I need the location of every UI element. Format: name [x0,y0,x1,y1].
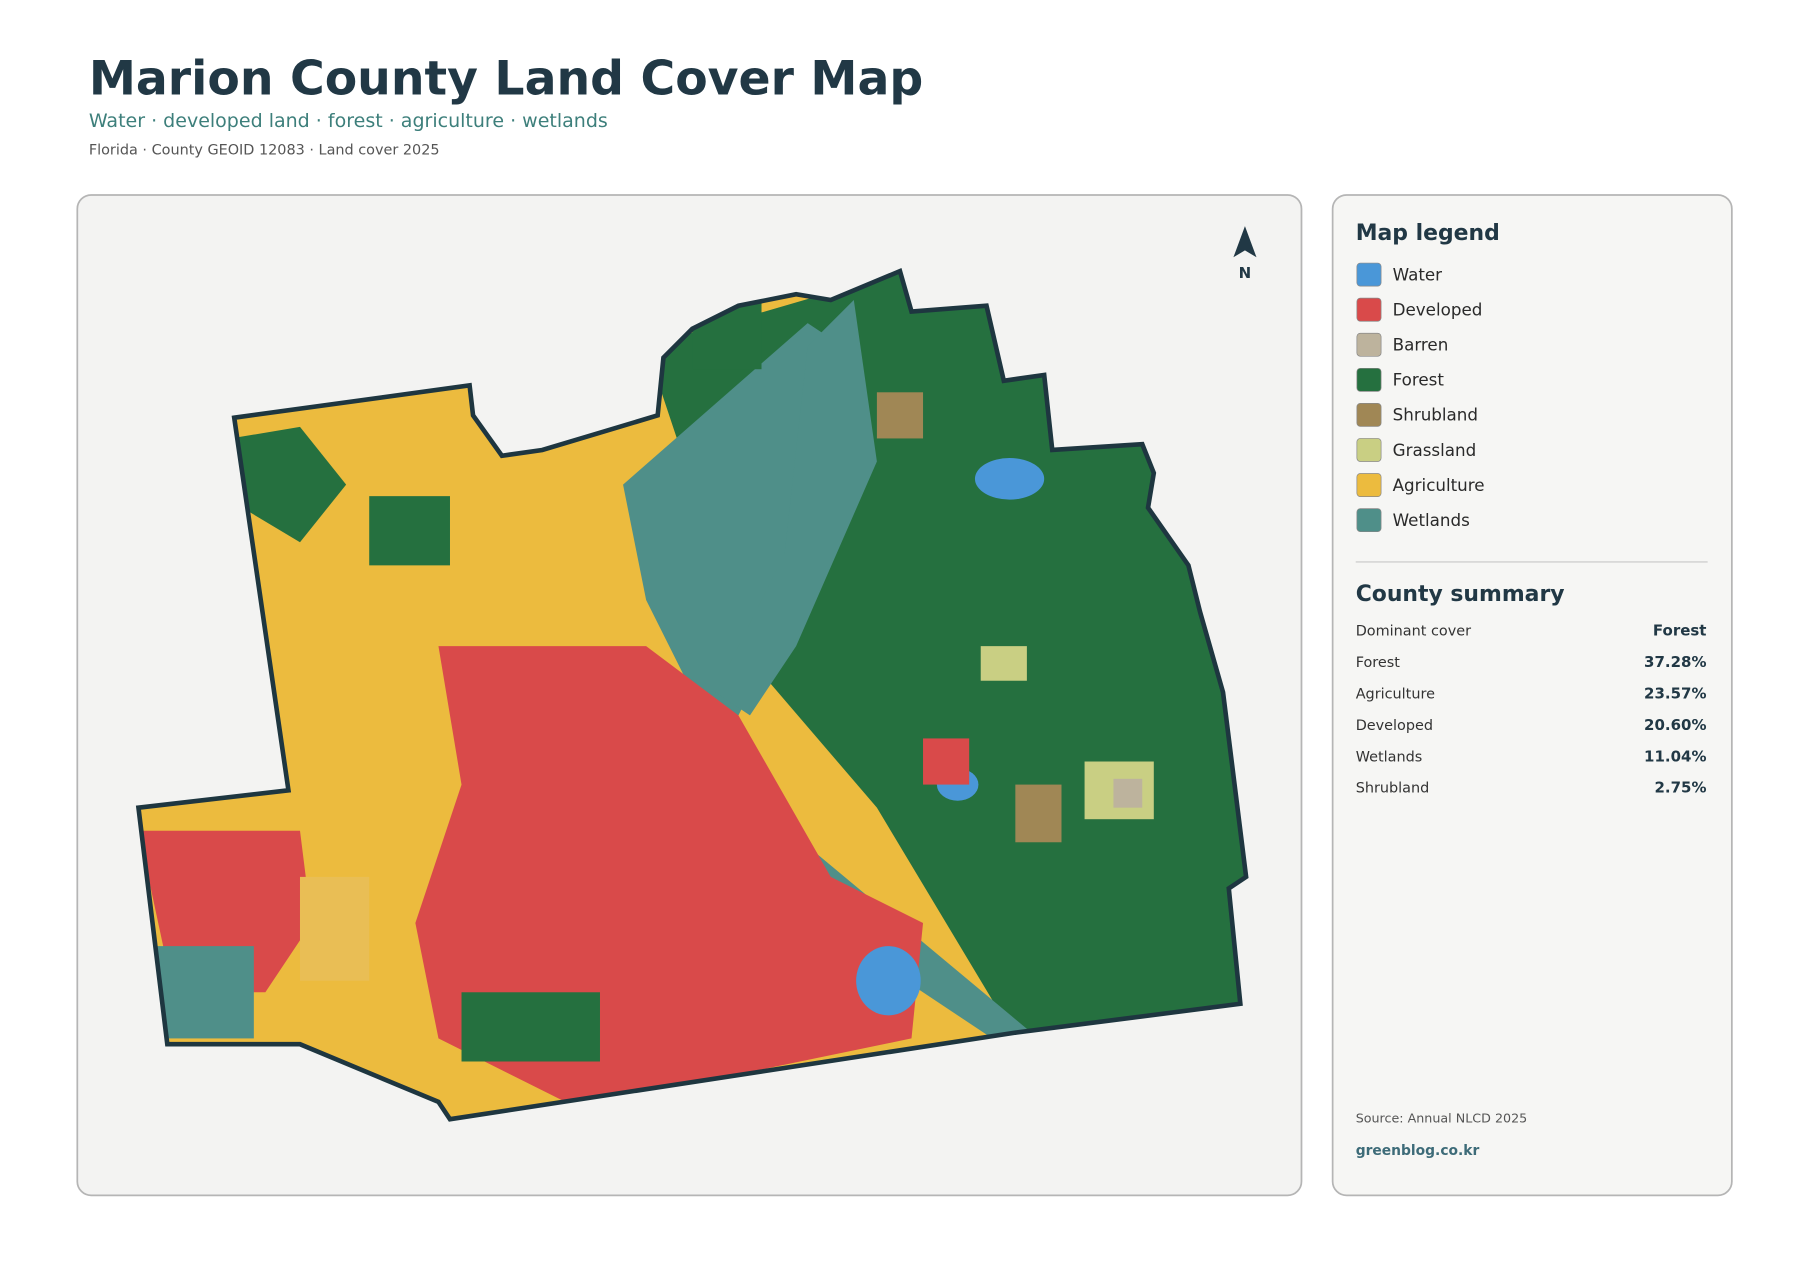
legend-label: Agriculture [1393,475,1485,495]
legend-label: Barren [1393,335,1449,355]
summary-value: 2.75% [1654,779,1706,797]
summary-label: Agriculture [1356,687,1435,703]
legend-label: Forest [1393,370,1445,390]
legend-title: Map legend [1356,221,1500,246]
summary-value: 11.04% [1644,747,1706,765]
summary-value: Forest [1653,622,1707,640]
summary-label: Dominant cover [1356,624,1471,640]
title: Marion County Land Cover Map [89,52,923,107]
summary-value: 23.57% [1644,685,1706,703]
summary-label: Shrubland [1356,781,1430,797]
summary-label: Wetlands [1356,749,1423,765]
legend-swatch [1356,297,1382,322]
summary-value: 37.28% [1644,653,1706,671]
legend-swatch [1356,508,1382,533]
north-arrow [1233,226,1257,258]
summary-value: 20.60% [1644,716,1706,734]
site-link: greenblog.co.kr [1356,1143,1480,1159]
subtitle: Water · developed land · forest · agricu… [89,110,608,132]
legend-swatch [1356,473,1382,497]
legend-swatch [1356,438,1382,462]
source: Source: Annual NLCD 2025 [1356,1111,1528,1126]
north-label: N [1239,264,1252,282]
legend-swatch [1356,332,1382,357]
legend-swatch [1356,262,1382,287]
legend-label: Grassland [1393,440,1477,460]
legend-swatch [1356,367,1382,392]
side-panel [1331,194,1733,1197]
summary-title: County summary [1356,582,1565,607]
legend-label: Wetlands [1393,510,1470,530]
legend-swatch [1356,403,1382,427]
layout: Marion County Land Cover Map Water · dev… [76,52,1733,1197]
legend-label: Shrubland [1393,405,1478,425]
summary-label: Forest [1356,655,1401,671]
meta: Florida · County GEOID 12083 · Land cove… [89,143,440,159]
legend-label: Water [1393,264,1443,284]
legend-label: Developed [1393,299,1483,319]
summary-table: Dominant cover Forest Forest 37.28% Agricult… [1356,622,1707,797]
county-outline [135,268,1249,1122]
summary-label: Developed [1356,718,1433,734]
legend: Water Developed Barren Forest Shrubland Grass… [1356,262,1485,533]
